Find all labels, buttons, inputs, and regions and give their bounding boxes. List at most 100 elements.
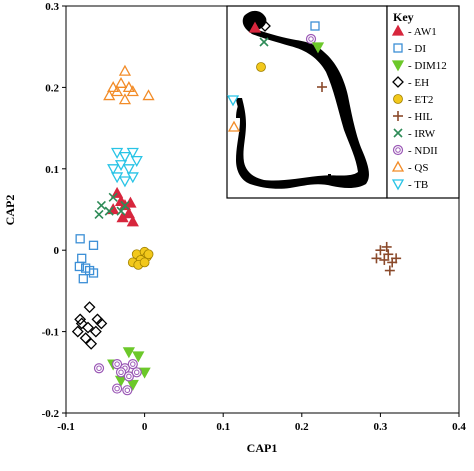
point-irw bbox=[104, 206, 114, 216]
point-qs bbox=[126, 85, 139, 97]
y-tick-label: 0 bbox=[54, 245, 60, 257]
legend: Key - AW1 - DI - DIM12 - EH - ET2 - HIL - IRW -… bbox=[386, 5, 460, 199]
point-irw bbox=[120, 200, 130, 210]
point-tb bbox=[126, 172, 139, 184]
point-aw1 bbox=[126, 215, 139, 227]
point-aw1 bbox=[116, 211, 129, 223]
point-irw bbox=[96, 200, 106, 210]
point-eh bbox=[79, 332, 92, 345]
site-map-inset bbox=[226, 5, 388, 199]
point-ndii bbox=[122, 385, 133, 396]
legend-label: - DI bbox=[408, 43, 426, 55]
point-ndii bbox=[115, 367, 127, 378]
point-ndii bbox=[127, 359, 138, 370]
point-eh bbox=[83, 301, 96, 314]
legend-marker-tb bbox=[391, 179, 405, 191]
x-axis-title: CAP1 bbox=[247, 441, 278, 455]
point-tb bbox=[122, 164, 135, 176]
legend-marker-et2 bbox=[393, 94, 403, 104]
point-tb bbox=[118, 151, 132, 163]
inset-marker-et2 bbox=[256, 62, 266, 72]
point-dim12 bbox=[132, 351, 145, 363]
point-di bbox=[81, 263, 91, 273]
point-eh bbox=[75, 317, 88, 330]
legend-marker-qs bbox=[391, 160, 405, 172]
point-tb bbox=[126, 147, 139, 159]
point-di bbox=[74, 261, 85, 272]
point-tb bbox=[118, 176, 132, 188]
legend-label: - EH bbox=[408, 77, 429, 89]
point-irw bbox=[94, 209, 104, 219]
islet-mark bbox=[328, 174, 331, 177]
point-et2 bbox=[143, 249, 154, 260]
point-hil bbox=[383, 249, 394, 260]
y-tick-label: 0.1 bbox=[45, 164, 59, 176]
point-eh bbox=[85, 337, 98, 350]
x-axis: -0.1 0 0.1 0.2 0.3 0.4 bbox=[57, 413, 466, 433]
point-qs bbox=[142, 89, 155, 101]
legend-label: - HIL bbox=[408, 111, 433, 123]
y-axis-title: CAP2 bbox=[3, 195, 17, 226]
point-irw bbox=[108, 192, 118, 202]
x-tick-label: 0.3 bbox=[374, 421, 388, 433]
legend-marker-di bbox=[393, 43, 403, 53]
inset-marker-eh bbox=[259, 20, 271, 32]
point-di bbox=[77, 253, 87, 263]
islet-mark bbox=[300, 183, 303, 185]
point-hil bbox=[375, 245, 386, 256]
x-tick-label: 0.4 bbox=[452, 421, 466, 433]
point-ndii bbox=[111, 383, 123, 394]
legend-marker-eh bbox=[392, 76, 404, 88]
point-dim12 bbox=[122, 347, 135, 359]
legend-label: - TB bbox=[408, 179, 428, 191]
point-hil bbox=[384, 265, 395, 276]
point-di bbox=[75, 234, 85, 244]
x-tick-label: 0.1 bbox=[216, 421, 230, 433]
legend-marker-ndii bbox=[392, 144, 404, 156]
legend-label: - ET2 bbox=[408, 94, 433, 106]
y-tick-label: -0.2 bbox=[42, 408, 60, 420]
legend-label: - NDII bbox=[408, 145, 438, 157]
legend-label: - AW1 bbox=[408, 26, 437, 38]
legend-label: - IRW bbox=[408, 128, 436, 140]
legend-marker-aw1 bbox=[391, 24, 405, 36]
inset-marker-dim12 bbox=[311, 42, 325, 54]
point-tb bbox=[107, 164, 120, 176]
inset-marker-hil bbox=[317, 82, 327, 92]
point-ndii bbox=[93, 363, 105, 374]
point-qs bbox=[114, 76, 128, 88]
point-aw1 bbox=[122, 207, 135, 219]
point-tb bbox=[130, 156, 143, 167]
point-di bbox=[88, 268, 99, 278]
inset-marker-ndii bbox=[305, 33, 317, 45]
point-di bbox=[78, 274, 88, 284]
legend-label: - DIM12 bbox=[408, 60, 447, 72]
point-hil bbox=[371, 253, 382, 264]
legend-marker-dim12 bbox=[391, 60, 405, 72]
inset-site-markers bbox=[226, 20, 327, 132]
data-points bbox=[71, 64, 402, 396]
inset-marker-aw1 bbox=[248, 21, 262, 33]
inset-marker-qs bbox=[227, 120, 241, 132]
point-qs bbox=[118, 93, 132, 105]
atoll-map-lagoon-edge bbox=[236, 98, 242, 118]
y-tick-label: -0.1 bbox=[42, 327, 59, 339]
point-et2 bbox=[139, 257, 150, 268]
y-tick-label: 0.2 bbox=[45, 82, 59, 94]
point-ndii bbox=[131, 367, 142, 378]
point-qs bbox=[118, 64, 132, 76]
point-hil bbox=[387, 257, 398, 268]
x-tick-label: -0.1 bbox=[57, 421, 74, 433]
point-qs bbox=[110, 85, 124, 97]
point-qs bbox=[122, 81, 135, 93]
point-eh bbox=[89, 325, 102, 338]
y-axis: -0.2 -0.1 0 0.1 0.2 0.3 bbox=[42, 1, 66, 420]
point-irw bbox=[116, 206, 126, 216]
point-dim12 bbox=[126, 379, 139, 391]
point-eh bbox=[74, 313, 87, 326]
y-tick-label: 0.3 bbox=[45, 1, 59, 13]
legend-title: Key bbox=[393, 10, 414, 24]
point-di bbox=[88, 240, 99, 250]
point-hil bbox=[379, 254, 390, 265]
